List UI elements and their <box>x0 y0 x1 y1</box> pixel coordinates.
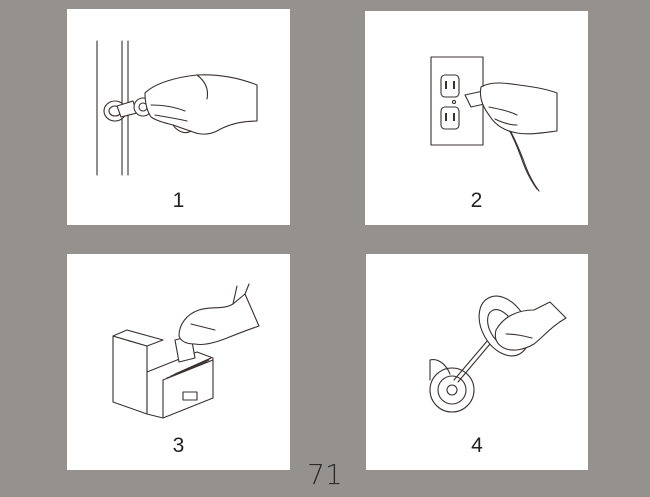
panel-4: 4 <box>366 254 588 470</box>
panel-number: 3 <box>172 434 185 457</box>
panel-3: 3 <box>67 254 290 470</box>
page-number: 71 <box>307 458 343 491</box>
panel-number: 4 <box>471 434 483 457</box>
file-card-drawer-icon <box>112 283 260 419</box>
panel-number: 2 <box>470 189 483 212</box>
key-in-door-lock-icon <box>96 40 258 176</box>
panel-number: 1 <box>172 189 185 212</box>
panel-2: 2 <box>365 11 588 225</box>
oil-can-wheel-icon <box>429 295 567 413</box>
panel-1: 1 <box>67 9 290 225</box>
plug-in-outlet-icon <box>430 56 558 192</box>
